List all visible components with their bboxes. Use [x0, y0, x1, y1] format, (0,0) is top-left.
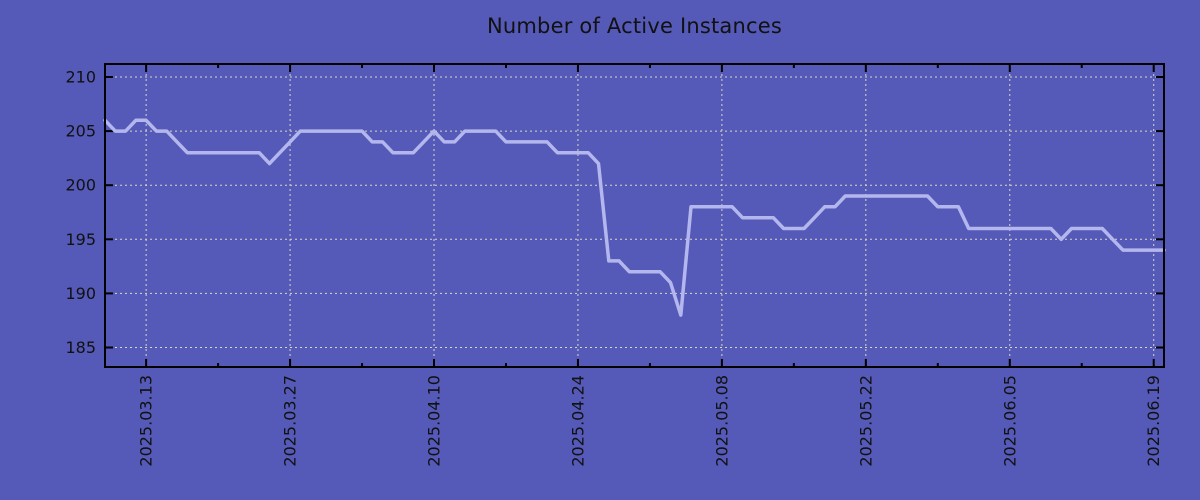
y-tick-label: 210	[65, 67, 96, 86]
y-tick-label: 195	[65, 230, 96, 249]
series-line	[103, 118, 1166, 317]
x-tick-label: 2025.03.13	[137, 375, 156, 467]
x-tick-label: 2025.04.10	[425, 375, 444, 467]
plot-border	[104, 63, 1165, 368]
x-tick-label: 2025.06.19	[1144, 375, 1163, 467]
x-tick-label: 2025.05.08	[712, 375, 731, 467]
y-tick-label: 200	[65, 176, 96, 195]
y-tick-label: 190	[65, 284, 96, 303]
x-tick-label: 2025.06.05	[1000, 375, 1019, 467]
chart-title: Number of Active Instances	[486, 14, 783, 38]
y-tick-label: 185	[65, 338, 96, 357]
x-tick-label: 2025.04.24	[568, 375, 587, 467]
y-tick-label: 205	[65, 122, 96, 141]
x-tick-label: 2025.05.22	[856, 375, 875, 467]
x-tick-label: 2025.03.27	[281, 375, 300, 467]
